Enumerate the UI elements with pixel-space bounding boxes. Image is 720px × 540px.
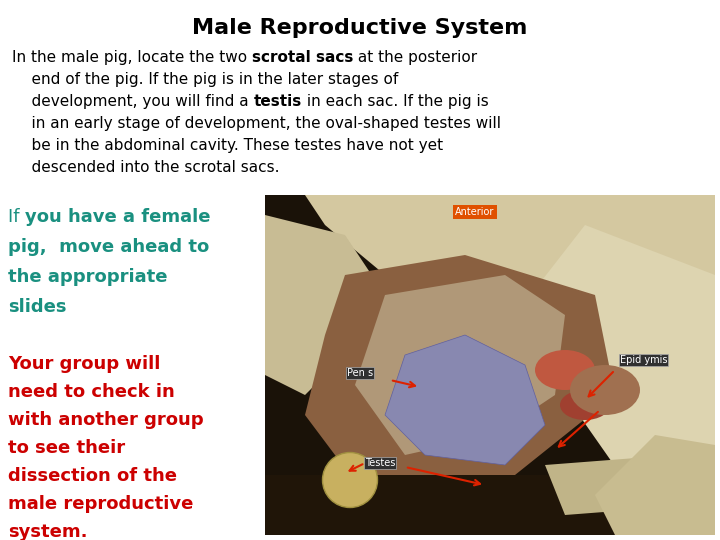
Text: dissection of the: dissection of the xyxy=(8,467,177,485)
Text: Pen s: Pen s xyxy=(347,368,373,378)
Text: in an early stage of development, the oval-shaped testes will: in an early stage of development, the ov… xyxy=(12,116,501,131)
Ellipse shape xyxy=(323,453,377,508)
Polygon shape xyxy=(305,255,615,495)
Polygon shape xyxy=(545,455,715,515)
Text: to see their: to see their xyxy=(8,439,125,457)
Polygon shape xyxy=(515,225,715,495)
Text: at the posterior: at the posterior xyxy=(354,50,477,65)
Text: In the male pig, locate the two: In the male pig, locate the two xyxy=(12,50,252,65)
Text: If: If xyxy=(8,208,25,226)
Polygon shape xyxy=(385,335,545,465)
Text: you have a female: you have a female xyxy=(25,208,211,226)
Text: scrotal sacs: scrotal sacs xyxy=(252,50,354,65)
Text: end of the pig. If the pig is in the later stages of: end of the pig. If the pig is in the lat… xyxy=(12,72,398,87)
Polygon shape xyxy=(305,195,715,355)
Text: system.: system. xyxy=(8,523,88,540)
Polygon shape xyxy=(355,275,565,455)
Text: need to check in: need to check in xyxy=(8,383,175,401)
Text: in each sac. If the pig is: in each sac. If the pig is xyxy=(302,94,488,109)
Ellipse shape xyxy=(535,350,595,390)
Text: be in the abdominal cavity. These testes have not yet: be in the abdominal cavity. These testes… xyxy=(12,138,443,153)
Text: Male Reproductive System: Male Reproductive System xyxy=(192,18,528,38)
Text: the appropriate: the appropriate xyxy=(8,268,168,286)
Text: descended into the scrotal sacs.: descended into the scrotal sacs. xyxy=(12,160,279,175)
Bar xyxy=(265,195,715,535)
Text: Testes: Testes xyxy=(365,458,395,468)
Polygon shape xyxy=(265,215,385,395)
Text: testis: testis xyxy=(253,94,302,109)
Text: pig,  move ahead to: pig, move ahead to xyxy=(8,238,210,256)
Ellipse shape xyxy=(570,365,640,415)
Text: Epid ymis: Epid ymis xyxy=(620,355,667,365)
Text: slides: slides xyxy=(8,298,66,316)
Text: Anterior: Anterior xyxy=(455,207,495,217)
Polygon shape xyxy=(265,475,715,535)
Text: development, you will find a: development, you will find a xyxy=(12,94,253,109)
Ellipse shape xyxy=(560,390,610,420)
Polygon shape xyxy=(595,435,715,535)
Text: with another group: with another group xyxy=(8,411,204,429)
Text: male reproductive: male reproductive xyxy=(8,495,194,513)
Text: Your group will: Your group will xyxy=(8,355,161,373)
